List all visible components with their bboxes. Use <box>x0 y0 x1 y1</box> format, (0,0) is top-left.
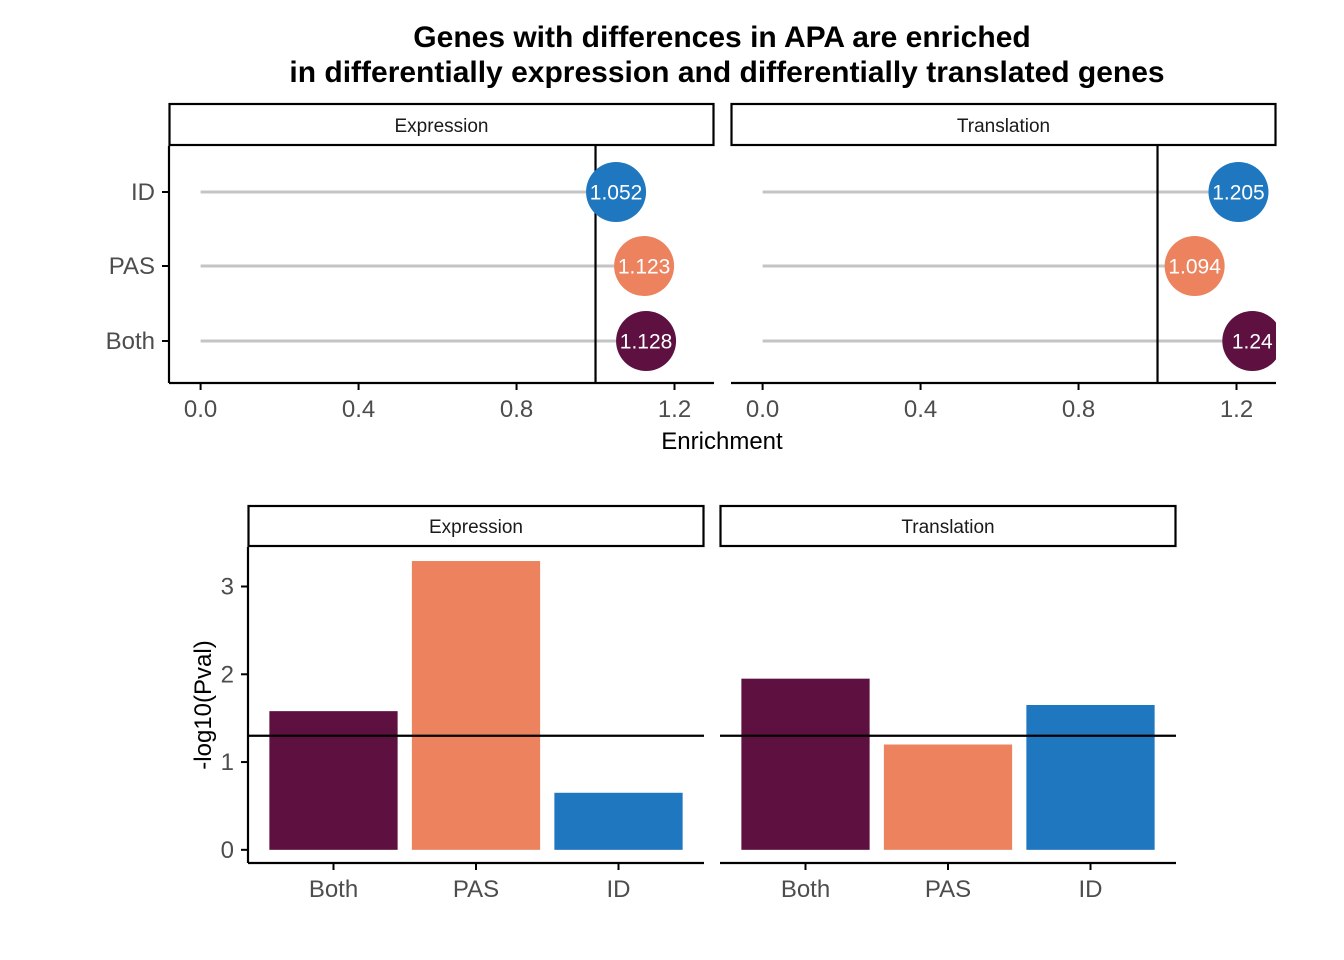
chart-title-line-1: Genes with differences in APA are enrich… <box>413 21 1030 54</box>
lollipop-point <box>1208 162 1269 222</box>
x-tick-label: 0.8 <box>500 396 533 423</box>
data-label: 1.123 <box>618 256 671 279</box>
data-label: 1.128 <box>620 331 673 354</box>
x-tick-label: 0.4 <box>342 396 375 423</box>
bar <box>741 678 870 850</box>
panel-data: 1.052 1.123 1.128 <box>200 146 677 383</box>
lollipop-point <box>586 162 647 222</box>
data-label: 1.094 <box>1168 256 1221 279</box>
bar <box>411 561 541 850</box>
enrichment-panel-translation: Translation 1.205 1.094 1.24 0.0 0.4 0.8 1.2 <box>730 102 1277 423</box>
pvalue-panel-expression: Expression Both PAS ID 0 1 2 3 <box>221 504 705 903</box>
facet-strip-label: Expression <box>395 116 489 137</box>
y-tick-label: 1 <box>221 749 234 776</box>
x-tick-label: 1.2 <box>658 396 691 423</box>
facet-strip <box>247 504 705 548</box>
bar <box>1026 705 1155 850</box>
x-tick-label: 0.8 <box>1062 396 1095 423</box>
pvalue-panel-translation: Translation Both PAS ID <box>719 504 1177 903</box>
lollipop-point <box>1222 311 1276 371</box>
enrichment-lollipop-chart: Expression 1.052 1.123 1.128 0.0 0.4 0.8 1.2 ID P… <box>106 102 1277 455</box>
x-tick-label: Both <box>781 876 830 903</box>
y-tick-label: ID <box>131 179 155 206</box>
x-tick-label: Both <box>309 876 358 903</box>
lollipop-point <box>1164 236 1225 296</box>
data-label: 1.205 <box>1212 182 1265 205</box>
y-tick-label: PAS <box>109 253 155 280</box>
bar <box>554 792 683 850</box>
x-tick-label: 0.0 <box>184 396 217 423</box>
chart-title-line-2: in differentially expression and differe… <box>289 56 1164 89</box>
x-tick-label: ID <box>1079 876 1103 903</box>
x-tick-label: PAS <box>453 876 499 903</box>
lollipop-point <box>614 236 675 296</box>
facet-strip <box>730 102 1277 147</box>
bar <box>269 711 398 850</box>
data-label: 1.24 <box>1232 331 1273 354</box>
facet-strip <box>719 504 1177 548</box>
panel-data: 1.205 1.094 1.24 <box>762 146 1276 383</box>
x-tick-label: PAS <box>925 876 971 903</box>
facet-strip-label: Translation <box>957 116 1050 137</box>
x-axis-title: Enrichment <box>661 428 783 455</box>
pvalue-bar-chart: Expression Both PAS ID 0 1 2 3 Translation Both PA… <box>190 504 1177 903</box>
data-label: 1.052 <box>590 182 643 205</box>
y-tick-label: 3 <box>221 574 234 601</box>
facet-strip <box>168 102 715 147</box>
y-tick-label: 2 <box>221 661 234 688</box>
x-tick-label: 0.0 <box>746 396 779 423</box>
bar <box>883 744 1013 850</box>
facet-strip-label: Expression <box>429 517 523 538</box>
lollipop-point <box>616 311 677 371</box>
x-tick-label: 1.2 <box>1220 396 1253 423</box>
y-tick-label: Both <box>106 328 155 355</box>
y-axis-title: -log10(Pval) <box>190 640 217 769</box>
facet-strip-label: Translation <box>901 517 994 538</box>
y-tick-label: 0 <box>221 837 234 864</box>
x-tick-label: ID <box>607 876 631 903</box>
x-tick-label: 0.4 <box>904 396 937 423</box>
enrichment-panel-expression: Expression 1.052 1.123 1.128 0.0 0.4 0.8 1.2 ID P… <box>106 102 715 423</box>
